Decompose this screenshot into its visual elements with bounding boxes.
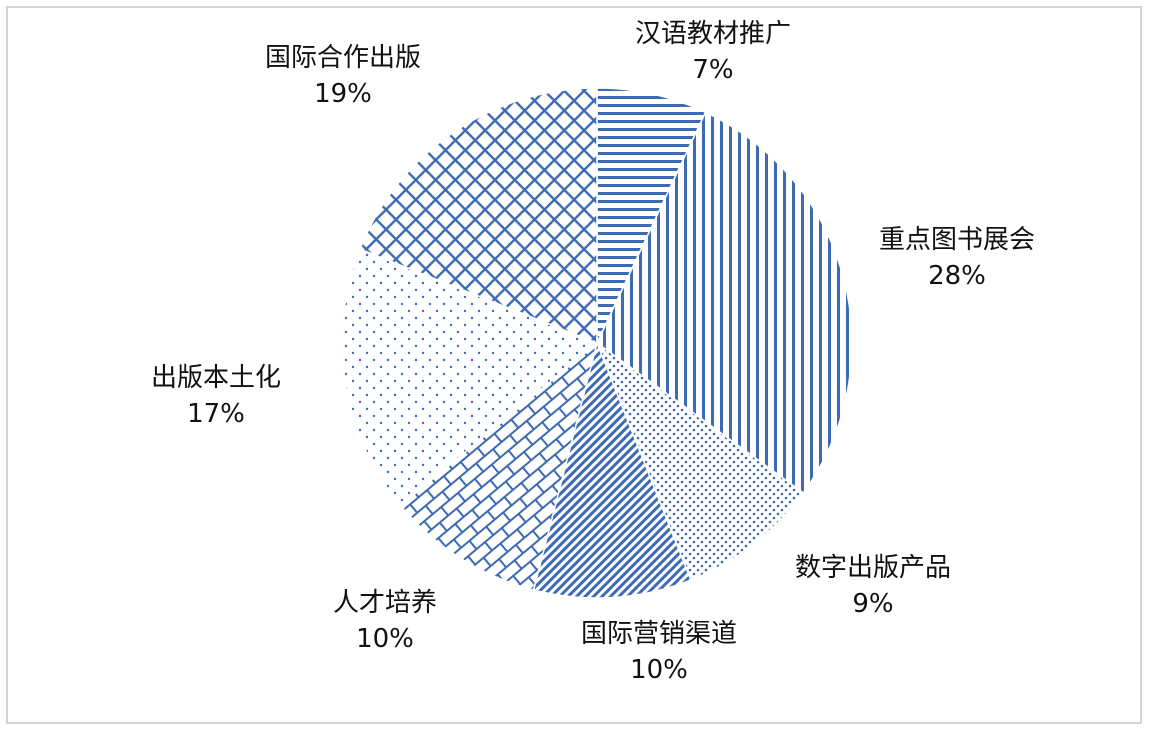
pie-slice (595, 340, 805, 582)
slice-category-label: 重点图书展会 (878, 225, 1036, 255)
slice-label: 出版本土化 17% (151, 360, 281, 432)
slice-label: 人才培养 10% (333, 585, 437, 657)
slice-label: 汉语教材推广 7% (635, 16, 791, 88)
slice-label: 国际合作出版 19% (265, 40, 421, 112)
pie-slice (596, 111, 853, 494)
pie-slice (358, 87, 598, 345)
slice-percent-label: 17% (187, 399, 245, 429)
slice-category-label: 国际营销渠道 (580, 619, 738, 649)
slice-percent-label: 10% (630, 655, 688, 685)
slice-category-label: 汉语教材推广 (634, 19, 792, 49)
slice-percent-label: 10% (356, 624, 414, 654)
slice-category-label: 国际合作出版 (264, 43, 422, 73)
pie-slice (399, 340, 599, 591)
slice-category-label: 数字出版产品 (794, 553, 952, 583)
pie-slice (532, 340, 692, 599)
slice-percent-label: 28% (928, 261, 986, 291)
slice-category-label: 人才培养 (332, 588, 438, 618)
slice-label: 重点图书展会 28% (879, 222, 1035, 294)
slice-percent-label: 19% (314, 79, 372, 109)
pie-slice (596, 87, 707, 344)
slice-percent-label: 7% (692, 55, 734, 85)
pie-slice (341, 248, 599, 507)
pie-slices (341, 87, 853, 599)
slice-label: 数字出版产品 9% (795, 550, 951, 622)
slice-category-label: 出版本土化 (150, 363, 282, 393)
slice-label: 国际营销渠道 10% (581, 616, 737, 688)
slice-percent-label: 9% (852, 589, 894, 619)
